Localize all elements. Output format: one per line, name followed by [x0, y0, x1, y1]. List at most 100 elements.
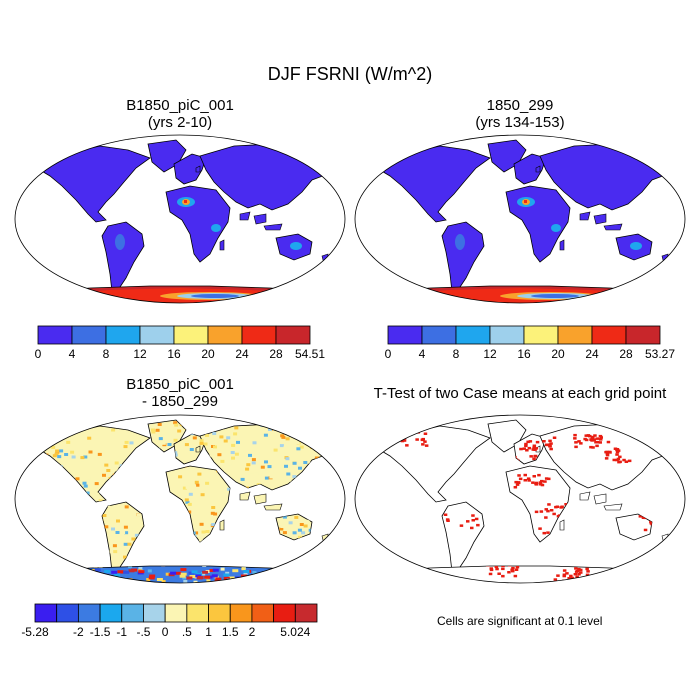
map-boundary — [14, 414, 346, 584]
panel-1-title-line2: (yrs 2-10) — [147, 114, 213, 131]
figure-title: DJF FSRNI (W/m^2) — [267, 64, 433, 84]
island — [263, 503, 283, 511]
colorbar-tick-label: 8 — [103, 347, 110, 361]
island — [253, 493, 267, 505]
colorbar-swatch — [77, 603, 101, 623]
colorbar-swatch — [387, 325, 423, 345]
island — [253, 213, 267, 225]
land-north-america — [39, 425, 151, 503]
island — [535, 165, 541, 173]
island — [603, 503, 623, 511]
map-panel-4 — [354, 414, 686, 584]
colorbar-swatch — [71, 325, 107, 345]
island — [603, 223, 623, 231]
land-australia — [615, 513, 653, 541]
panel-3-title-line1: B1850_piC_001 — [126, 376, 234, 393]
colorbar-swatch — [557, 325, 593, 345]
colorbar-tick-label: 0 — [162, 625, 169, 639]
colorbar-swatch — [455, 325, 491, 345]
colorbar-tick-label: -2 — [73, 625, 84, 639]
colorbar-tick-label: -5.28 — [21, 625, 49, 639]
colorbar-swatch — [99, 603, 123, 623]
panel-2-title: 1850_299 (yrs 134-153) — [370, 97, 670, 131]
colorbar-swatch — [37, 325, 73, 345]
colorbar-tick-label: 20 — [551, 347, 565, 361]
panel-2-title-line1: 1850_299 — [486, 97, 554, 114]
colorbar-swatch — [229, 603, 253, 623]
colorbar-tick-label: 54.51 — [295, 347, 325, 361]
colorbar-swatch — [591, 325, 627, 345]
colorbar-tick-label: 20 — [201, 347, 215, 361]
colorbar-tick-label: 16 — [517, 347, 531, 361]
land-africa — [505, 465, 571, 543]
colorbar-swatch — [523, 325, 559, 345]
antarctic-field — [50, 288, 310, 303]
colorbar-swatch — [241, 325, 277, 345]
colorbar-tick-label: -1 — [116, 625, 127, 639]
land-europe — [513, 153, 547, 185]
colorbar-swatch — [275, 325, 311, 345]
colorbar-panel-3: -5.28 -2 -1.5 -1 -.5 0 .5 1 1.5 2 5.024 — [21, 603, 318, 639]
colorbar-swatch — [143, 603, 166, 623]
colorbar-tick-label: 4 — [69, 347, 76, 361]
colorbar-swatch — [294, 603, 318, 623]
colorbar-swatch — [173, 325, 209, 345]
colorbar-swatch — [625, 325, 661, 345]
colorbar-swatch — [208, 603, 231, 623]
land-south-america — [441, 221, 485, 293]
colorbar-swatch — [251, 603, 275, 623]
map-panel-2 — [354, 134, 686, 304]
colorbar-swatch — [105, 325, 141, 345]
sahara-hotspot — [517, 197, 535, 207]
island — [219, 519, 225, 531]
island — [195, 165, 201, 173]
sahara-hotspot — [177, 197, 195, 207]
colorbar-tick-label: 28 — [269, 347, 283, 361]
island — [593, 213, 607, 225]
land-north-america — [379, 145, 491, 223]
colorbar-panel-2: 0 4 8 12 16 20 24 28 53.27 — [385, 325, 675, 361]
map-panel-1 — [14, 134, 346, 304]
panel-2-title-line2: (yrs 134-153) — [475, 114, 565, 131]
colorbar-tick-label: 8 — [453, 347, 460, 361]
island — [579, 491, 591, 501]
colorbar-swatch — [139, 325, 175, 345]
map-boundary — [14, 134, 346, 304]
colorbar-swatch — [164, 603, 188, 623]
panel-4-title: T-Test of two Case means at each grid po… — [340, 385, 700, 402]
panel-4-title-line1: T-Test of two Case means at each grid po… — [373, 385, 667, 402]
colorbar-tick-label: 24 — [235, 347, 249, 361]
colorbar-tick-label: 1.5 — [222, 625, 239, 639]
colorbar-swatch — [56, 603, 79, 623]
colorbar-swatch — [121, 603, 144, 623]
colorbar-swatch — [489, 325, 525, 345]
island — [239, 491, 251, 501]
land-south-america — [101, 501, 145, 573]
colorbar-tick-label: 53.27 — [645, 347, 675, 361]
colorbar-swatch — [186, 603, 209, 623]
colorbar-tick-label: -.5 — [136, 625, 150, 639]
panel-1-title-line1: B1850_piC_001 — [126, 97, 234, 114]
colorbar-tick-label: 28 — [619, 347, 633, 361]
map-boundary — [354, 414, 686, 584]
colorbar-tick-label: 5.024 — [280, 625, 310, 639]
colorbar-swatch — [34, 603, 58, 623]
colorbar-tick-label: 12 — [133, 347, 147, 361]
colorbar-tick-label: 0 — [385, 347, 392, 361]
land-europe — [173, 153, 207, 185]
island — [593, 493, 607, 505]
island — [579, 211, 591, 221]
colorbar-tick-label: -1.5 — [90, 625, 111, 639]
colorbar-tick-label: .5 — [182, 625, 192, 639]
panel-1-title: B1850_piC_001 (yrs 2-10) — [30, 97, 330, 131]
land-south-america — [101, 221, 145, 293]
land-antarctica — [378, 565, 662, 583]
colorbar-swatch — [273, 603, 296, 623]
colorbar-tick-label: 4 — [419, 347, 426, 361]
colorbar-swatch — [207, 325, 243, 345]
colorbar-tick-label: 1 — [205, 625, 212, 639]
colorbar-panel-1: 0 4 8 12 16 20 24 28 54.51 — [35, 325, 325, 361]
island — [559, 519, 565, 531]
map-boundary — [354, 134, 686, 304]
map-panel-3 — [14, 414, 346, 584]
